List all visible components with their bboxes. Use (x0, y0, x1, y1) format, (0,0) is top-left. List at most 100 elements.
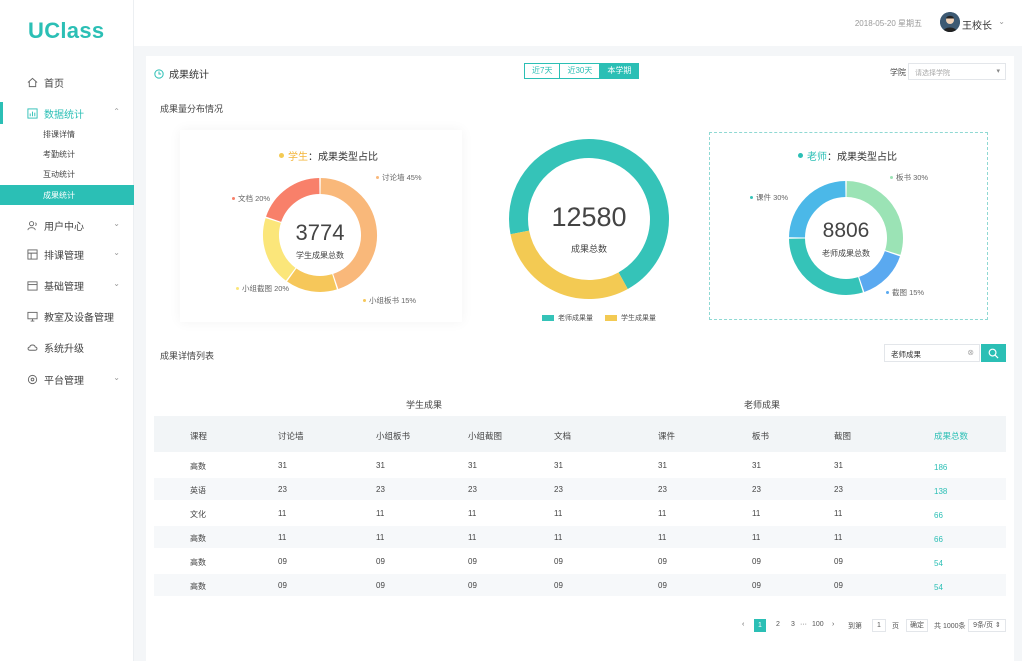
chevron-down-icon[interactable]: ⌄ (998, 17, 1005, 26)
platform-icon (26, 373, 38, 385)
table-cell: 09 (278, 581, 287, 590)
page-ellipsis[interactable]: ··· (800, 621, 807, 628)
teacher-slice-1 (858, 250, 900, 292)
table-cell: 09 (834, 557, 843, 566)
range-7-days-button[interactable]: 近7天 (525, 64, 561, 78)
student-title-prefix: 学生 (288, 152, 308, 163)
sidebar-subitem-label: 成果统计 (43, 190, 75, 200)
app-logo[interactable]: UClass (28, 18, 105, 43)
column-header: 板书 (752, 431, 770, 441)
college-select[interactable]: 请选择学院 ▾ (908, 63, 1006, 80)
table-cell: 11 (554, 533, 563, 542)
caret-down-icon: ▾ (996, 68, 1000, 75)
colon: ： (827, 152, 837, 163)
page-3-button[interactable]: 3 (791, 621, 795, 628)
table-cell: 09 (834, 581, 843, 590)
sidebar-item-home[interactable]: 首页 (0, 71, 134, 93)
teacher-title-text: 成果类型占比 (837, 152, 897, 163)
sidebar-item-data-stats[interactable]: 数据统计 ⌃ (0, 102, 134, 124)
avatar[interactable] (940, 12, 960, 32)
chevron-up-icon: ⌃ (113, 107, 120, 116)
schedule-icon (26, 248, 38, 260)
sidebar-item-classroom[interactable]: 教室及设备管理 (0, 305, 134, 327)
prev-page-icon[interactable]: ‹ (742, 621, 745, 628)
sidebar-item-user-center[interactable]: 用户中心 ⌄ (0, 214, 134, 236)
grand-total-label: 成果总数 (570, 244, 607, 254)
table-cell: 23 (658, 485, 667, 494)
page-100-button[interactable]: 100 (812, 621, 824, 628)
sidebar-subitem-results[interactable]: 成果统计 (0, 185, 134, 205)
table-cell: 09 (278, 557, 287, 566)
table-cell-course: 高数 (190, 558, 206, 567)
table-cell-total: 54 (934, 583, 943, 592)
table-cell: 11 (752, 533, 761, 542)
sidebar-item-label: 首页 (44, 78, 64, 90)
table-cell: 09 (468, 581, 477, 590)
column-header: 课程 (190, 431, 208, 441)
table-cell-course: 英语 (190, 486, 206, 495)
sidebar-item-basic[interactable]: 基础管理 ⌄ (0, 274, 134, 296)
next-page-icon[interactable]: › (832, 621, 835, 628)
table-cell: 11 (834, 509, 843, 518)
table-cell: 09 (468, 557, 477, 566)
page-1-button[interactable]: 1 (754, 619, 766, 632)
total-legend: 老师成果量 学生成果量 (542, 313, 668, 323)
sidebar-item-platform[interactable]: 平台管理 ⌄ (0, 368, 134, 390)
table-cell: 11 (752, 509, 761, 518)
teacher-slice-2 (789, 238, 863, 295)
clear-icon[interactable]: ⊗ (967, 348, 974, 357)
table-cell: 11 (468, 509, 477, 518)
student-slice-0 (320, 178, 377, 289)
distribution-label: 成果量分布情况 (160, 104, 224, 114)
table-row (154, 574, 1006, 596)
colon: ： (308, 152, 318, 163)
search-input[interactable]: 老师成果 ⊗ (884, 344, 980, 362)
table-cell: 31 (468, 461, 477, 470)
confirm-button[interactable]: 确定 (906, 619, 928, 632)
table-cell: 09 (752, 581, 761, 590)
column-header[interactable]: 成果总数 (934, 431, 969, 441)
total-slice-0 (509, 139, 669, 289)
table-row (154, 478, 1006, 500)
sidebar-subitem-interaction[interactable]: 互动统计 (0, 164, 134, 184)
user-icon (26, 219, 38, 231)
goto-page-input[interactable]: 1 (872, 619, 886, 632)
table-cell: 23 (278, 485, 287, 494)
table-cell: 09 (752, 557, 761, 566)
table-cell: 31 (554, 461, 563, 470)
sidebar-item-scheduling[interactable]: 排课管理 ⌄ (0, 243, 134, 265)
teacher-slice-3 (789, 181, 846, 238)
sidebar-item-label: 平台管理 (44, 375, 84, 387)
main-card: 成果统计 近7天 近30天 本学期 学院 请选择学院 ▾ 成果量分布情况 学生：… (146, 56, 1014, 661)
sidebar-subitem-label: 互动统计 (43, 169, 75, 179)
teacher-title-prefix: 老师 (807, 152, 827, 163)
college-select-placeholder: 请选择学院 (915, 70, 950, 77)
chevron-down-icon: ⌄ (113, 279, 120, 288)
column-header: 截图 (834, 431, 852, 441)
table-cell: 23 (834, 485, 843, 494)
table-cell-total: 66 (934, 511, 943, 520)
page-2-button[interactable]: 2 (776, 621, 780, 628)
table-cell: 09 (658, 581, 667, 590)
cloud-icon (26, 341, 38, 353)
label-document: 文档 20% (232, 193, 270, 204)
legend-student: 学生成果量 (605, 313, 656, 323)
table-cell: 23 (468, 485, 477, 494)
student-donut-chart (263, 178, 377, 292)
user-name[interactable]: 王校长 (962, 21, 992, 32)
total-count: 共 1000条 (934, 623, 966, 630)
search-button[interactable] (981, 344, 1006, 362)
table-cell: 11 (278, 533, 287, 542)
table-cell: 11 (468, 533, 477, 542)
range-30-days-button[interactable]: 近30天 (560, 64, 601, 78)
sidebar-subitem-attendance[interactable]: 考勤统计 (0, 144, 134, 164)
sidebar-item-upgrade[interactable]: 系统升级 (0, 336, 134, 358)
table-cell: 11 (554, 509, 563, 518)
per-page-select[interactable]: 9条/页 ⇕ (968, 619, 1006, 632)
sidebar-subitem-schedule-detail[interactable]: 排课详情 (0, 124, 134, 144)
sidebar-item-label: 排课管理 (44, 250, 84, 262)
sidebar-subitem-label: 排课详情 (43, 129, 75, 139)
caret-icon: ⇕ (993, 622, 1001, 629)
college-label: 学院 (890, 68, 906, 77)
range-semester-button[interactable]: 本学期 (600, 64, 639, 78)
